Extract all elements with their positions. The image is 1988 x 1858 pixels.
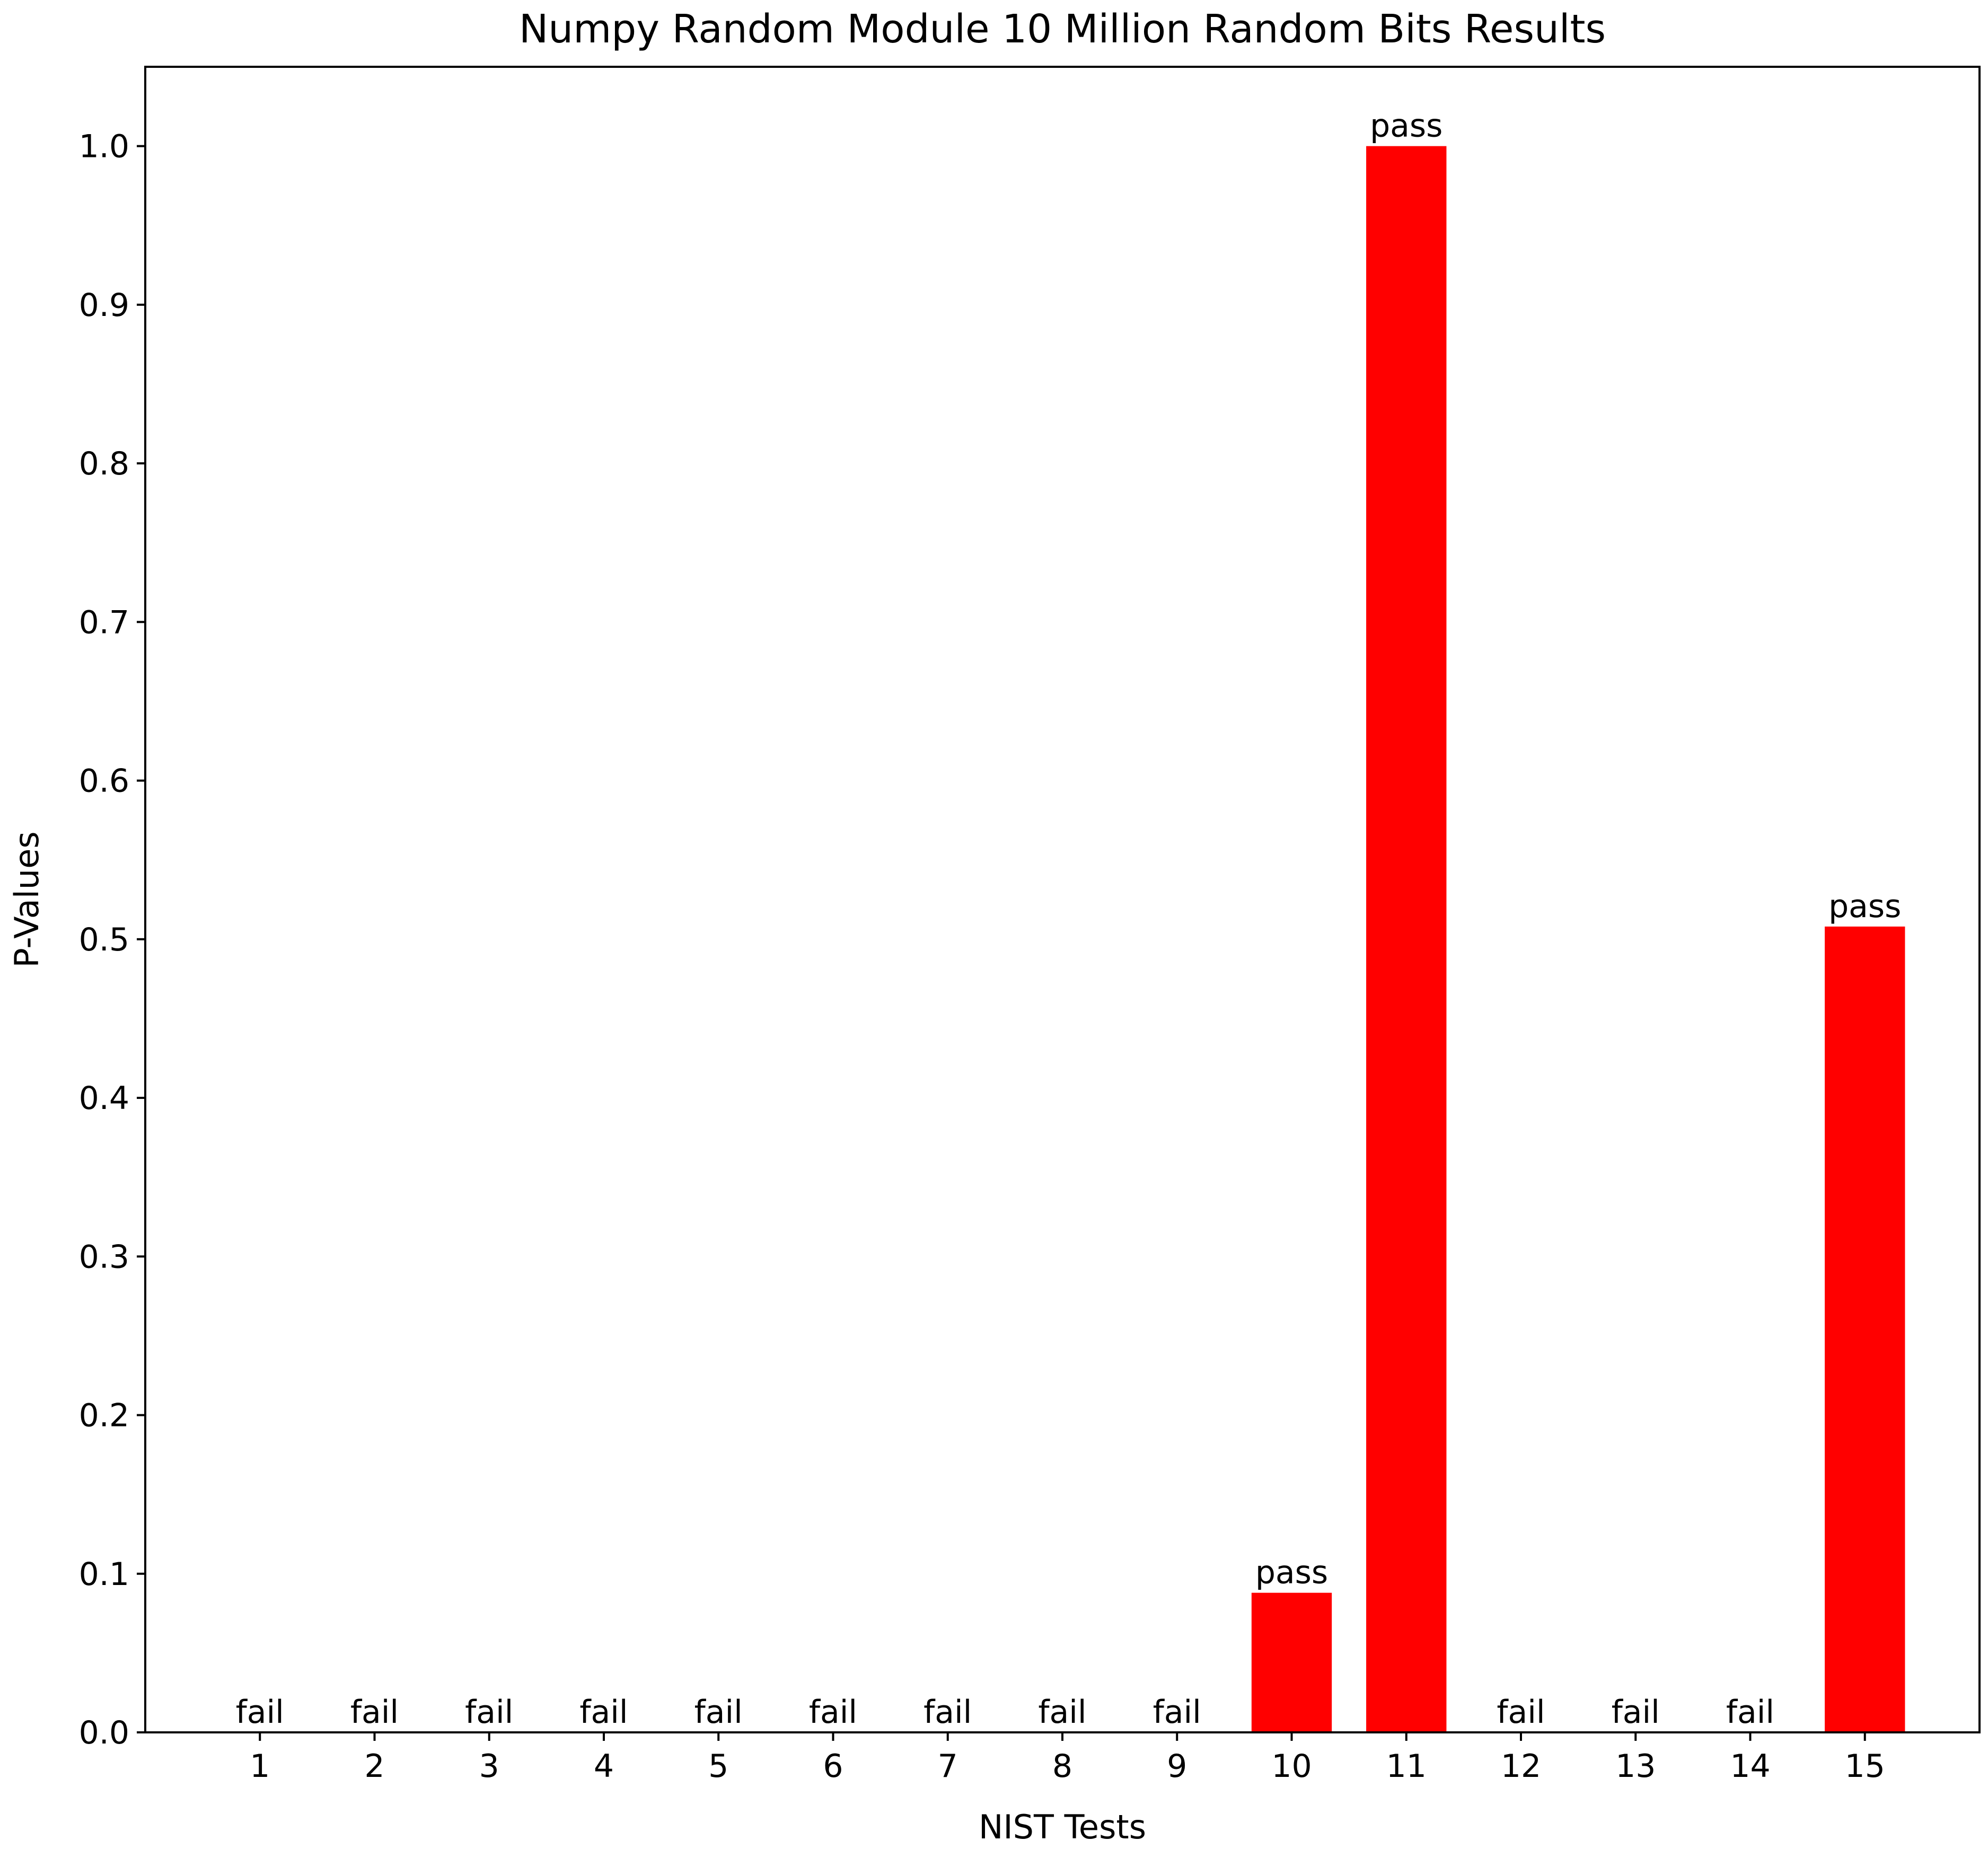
x-tick-label-6: 6 (823, 1748, 843, 1785)
x-tick-label-1: 1 (250, 1748, 270, 1785)
bar-label-9: fail (1153, 1694, 1201, 1731)
bar-label-11: pass (1370, 108, 1442, 145)
bar-label-5: fail (694, 1694, 743, 1731)
x-tick-label-15: 15 (1845, 1748, 1885, 1785)
y-axis-ticks: 0.0 0.1 0.2 0.3 0.4 0.5 0.6 0.7 0.8 0.9 1.0 (79, 128, 145, 1751)
x-tick-label-11: 11 (1386, 1748, 1427, 1785)
x-tick-label-5: 5 (708, 1748, 728, 1785)
bar-label-8: fail (1038, 1694, 1086, 1731)
y-tick-label-1.0: 1.0 (79, 128, 129, 165)
plot-frame (144, 66, 1981, 1733)
bar-label-7: fail (923, 1694, 972, 1731)
chart-title: Numpy Random Module 10 Million Random Bi… (519, 6, 1606, 52)
bars-group (1251, 146, 1905, 1732)
bar-label-12: fail (1497, 1694, 1545, 1731)
x-axis-ticks: 1 2 3 4 5 6 7 8 9 10 11 12 13 14 15 (250, 1732, 1885, 1785)
x-tick-label-7: 7 (938, 1748, 958, 1785)
x-tick-label-9: 9 (1167, 1748, 1187, 1785)
x-tick-label-8: 8 (1052, 1748, 1072, 1785)
bar-label-2: fail (350, 1694, 399, 1731)
y-tick-label-0.2: 0.2 (79, 1397, 129, 1434)
bar-label-14: fail (1726, 1694, 1774, 1731)
bar-label-6: fail (809, 1694, 857, 1731)
bar-label-13: fail (1612, 1694, 1660, 1731)
bar-label-15: pass (1828, 888, 1901, 925)
x-tick-label-14: 14 (1730, 1748, 1770, 1785)
bar-11 (1366, 146, 1447, 1732)
x-tick-label-12: 12 (1501, 1748, 1541, 1785)
x-tick-label-13: 13 (1615, 1748, 1656, 1785)
bar-label-1: fail (236, 1694, 284, 1731)
x-tick-label-10: 10 (1271, 1748, 1312, 1785)
y-axis-label: P-Values (7, 831, 46, 967)
y-tick-label-0.8: 0.8 (79, 445, 129, 482)
y-tick-label-0.7: 0.7 (79, 604, 129, 641)
y-tick-label-0.1: 0.1 (79, 1556, 129, 1593)
bar-label-3: fail (465, 1694, 513, 1731)
x-axis-label: NIST Tests (979, 1808, 1146, 1846)
y-tick-label-0.5: 0.5 (79, 921, 129, 958)
x-tick-label-2: 2 (364, 1748, 384, 1785)
bar-labels-group: fail fail fail fail fail fail fail fail fail pass… (236, 108, 1902, 1731)
y-tick-label-0.9: 0.9 (79, 287, 129, 324)
bar-label-10: pass (1255, 1554, 1328, 1591)
bar-10 (1251, 1592, 1332, 1732)
x-tick-label-4: 4 (594, 1748, 614, 1785)
y-tick-label-0.3: 0.3 (79, 1238, 129, 1275)
y-tick-label-0.0: 0.0 (79, 1714, 129, 1751)
bar-label-4: fail (579, 1694, 628, 1731)
x-tick-label-3: 3 (479, 1748, 499, 1785)
y-tick-label-0.4: 0.4 (79, 1080, 129, 1117)
bar-15 (1825, 926, 1905, 1732)
y-tick-label-0.6: 0.6 (79, 763, 129, 800)
